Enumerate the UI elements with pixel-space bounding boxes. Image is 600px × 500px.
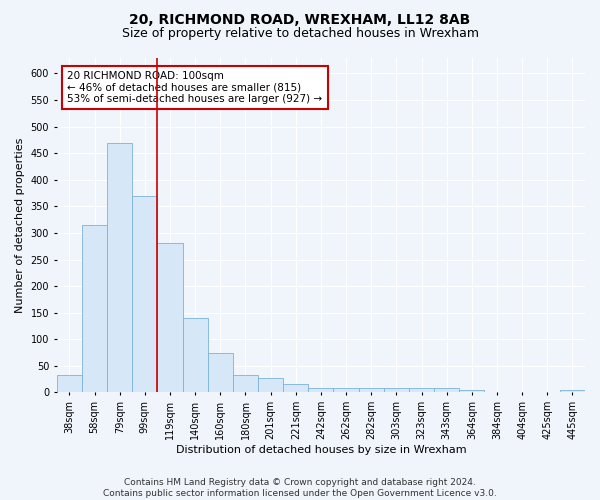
Bar	[384, 388, 409, 392]
Bar	[258, 378, 283, 392]
X-axis label: Distribution of detached houses by size in Wrexham: Distribution of detached houses by size …	[176, 445, 466, 455]
Bar	[409, 388, 434, 392]
Y-axis label: Number of detached properties: Number of detached properties	[15, 138, 25, 312]
Bar	[308, 388, 334, 392]
Bar	[459, 390, 484, 392]
Bar	[560, 390, 585, 392]
Bar	[82, 225, 107, 392]
Bar	[132, 196, 157, 392]
Text: Contains HM Land Registry data © Crown copyright and database right 2024.
Contai: Contains HM Land Registry data © Crown c…	[103, 478, 497, 498]
Bar	[208, 352, 233, 393]
Bar	[334, 388, 359, 392]
Bar	[233, 376, 258, 392]
Text: 20 RICHMOND ROAD: 100sqm
← 46% of detached houses are smaller (815)
53% of semi-: 20 RICHMOND ROAD: 100sqm ← 46% of detach…	[67, 71, 323, 104]
Bar	[57, 376, 82, 392]
Bar	[157, 242, 182, 392]
Bar	[182, 318, 208, 392]
Bar	[434, 388, 459, 392]
Text: Size of property relative to detached houses in Wrexham: Size of property relative to detached ho…	[121, 28, 479, 40]
Bar	[107, 142, 132, 392]
Bar	[359, 388, 384, 392]
Text: 20, RICHMOND ROAD, WREXHAM, LL12 8AB: 20, RICHMOND ROAD, WREXHAM, LL12 8AB	[130, 12, 470, 26]
Bar	[283, 384, 308, 392]
